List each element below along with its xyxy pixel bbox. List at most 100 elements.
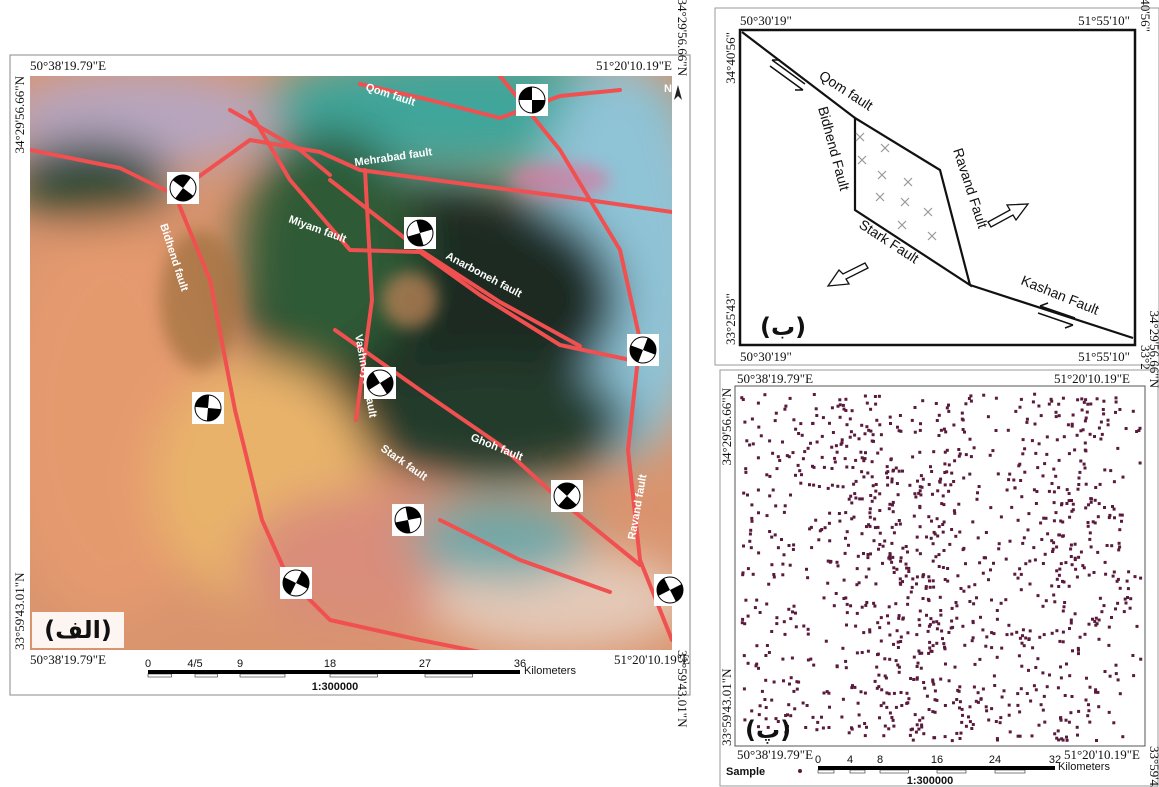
sample-point <box>1020 687 1023 690</box>
sample-point <box>845 624 848 627</box>
sample-point <box>886 484 889 487</box>
sample-point <box>752 573 755 576</box>
sample-point <box>1076 726 1079 729</box>
sample-point <box>784 405 787 408</box>
sample-point <box>900 704 903 707</box>
sample-point <box>850 430 853 433</box>
sample-point <box>913 515 916 518</box>
sample-point <box>1027 512 1030 515</box>
sample-point <box>846 603 849 606</box>
sample-point <box>946 406 949 409</box>
sample-point <box>879 532 882 535</box>
sample-point <box>993 674 996 677</box>
sample-point <box>978 485 981 488</box>
sample-point <box>1020 588 1023 591</box>
sample-point <box>984 645 987 648</box>
sample-point <box>1099 483 1102 486</box>
sample-point <box>868 628 871 631</box>
sample-point <box>931 493 934 496</box>
sample-point <box>765 603 768 606</box>
sample-point <box>985 531 988 534</box>
sample-point <box>942 566 945 569</box>
sample-point <box>1021 452 1024 455</box>
sample-point <box>1108 711 1111 714</box>
sample-point <box>1077 556 1080 559</box>
sample-point <box>940 630 943 633</box>
sample-point <box>746 494 749 497</box>
sample-point <box>972 621 975 624</box>
sample-point <box>820 528 823 531</box>
sample-point <box>744 471 747 474</box>
sample-point <box>767 583 770 586</box>
sample-point <box>812 716 815 719</box>
scale-tick-label: 4/5 <box>187 658 202 670</box>
sample-point <box>1034 666 1037 669</box>
sample-point <box>883 540 886 543</box>
sample-point <box>1062 631 1065 634</box>
sample-point <box>1042 605 1045 608</box>
sample-point <box>898 671 901 674</box>
sample-point <box>1077 649 1080 652</box>
scale-segment <box>995 766 1055 770</box>
sample-point <box>976 498 979 501</box>
sample-point <box>917 662 920 665</box>
sample-point <box>794 428 797 431</box>
lat-label: 33°59'43.01"N <box>12 572 27 650</box>
sample-point <box>899 523 902 526</box>
sample-point <box>1010 633 1013 636</box>
sample-point <box>943 462 946 465</box>
sample-point <box>1068 516 1071 519</box>
sample-point <box>1069 711 1072 714</box>
sample-point <box>860 690 863 693</box>
sample-point <box>842 597 845 600</box>
sample-point <box>1122 476 1125 479</box>
sample-point <box>996 739 999 742</box>
lon-label: 51°20'10.19"E <box>1064 747 1140 762</box>
sample-point <box>1008 704 1011 707</box>
sample-point <box>939 596 942 599</box>
sample-point <box>763 698 766 701</box>
sample-point <box>755 599 758 602</box>
sample-point <box>792 690 795 693</box>
sample-point <box>905 702 908 705</box>
sample-point <box>787 608 790 611</box>
sample-point <box>844 398 847 401</box>
sample-point <box>887 622 890 625</box>
sample-point <box>792 451 795 454</box>
sample-point <box>1084 398 1087 401</box>
sample-point <box>1100 421 1103 424</box>
sample-point <box>743 421 746 424</box>
sample-point <box>1115 664 1118 667</box>
sample-point <box>965 453 968 456</box>
sample-point <box>770 699 773 702</box>
sample-point <box>952 701 955 704</box>
sample-point <box>1038 636 1041 639</box>
sample-point <box>913 656 916 659</box>
sample-point <box>1001 696 1004 699</box>
sample-point <box>919 552 922 555</box>
sample-point <box>1009 540 1012 543</box>
sample-point <box>815 407 818 410</box>
sample-point <box>784 633 787 636</box>
scale-segment <box>240 674 285 677</box>
sample-point <box>1050 584 1053 587</box>
sample-point <box>958 531 961 534</box>
sample-point <box>1118 528 1121 531</box>
sample-point <box>905 545 908 548</box>
sample-point <box>931 680 934 683</box>
sample-point <box>898 614 901 617</box>
sample-point <box>867 553 870 556</box>
sample-point <box>858 437 861 440</box>
sample-point <box>944 430 947 433</box>
sample-point <box>839 416 842 419</box>
sample-point <box>1040 703 1043 706</box>
sample-point <box>1085 699 1088 702</box>
sample-point <box>1112 575 1115 578</box>
sample-point <box>1113 480 1116 483</box>
sample-point <box>895 659 898 662</box>
sample-point <box>806 576 809 579</box>
sample-point <box>876 687 879 690</box>
sample-point <box>908 484 911 487</box>
sample-point <box>743 654 746 657</box>
sample-point <box>1090 545 1093 548</box>
